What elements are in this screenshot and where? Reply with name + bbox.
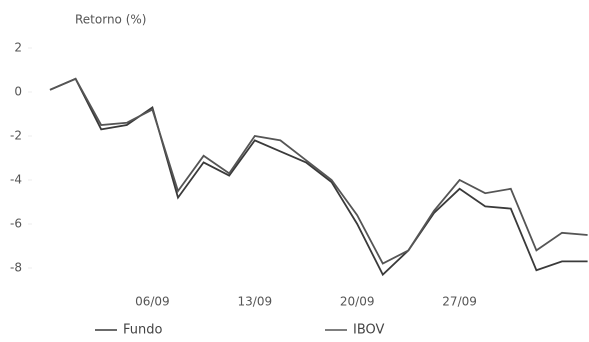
x-tick-label: 06/09 <box>135 295 170 309</box>
y-tick-label: -4 <box>10 173 22 187</box>
legend-label: IBOV <box>353 323 385 338</box>
legend-label: Fundo <box>123 323 162 338</box>
y-tick-label: -8 <box>10 261 22 275</box>
y-axis-label: Retorno (%) <box>75 13 146 27</box>
series-line <box>49 77 588 277</box>
series-line <box>49 77 588 265</box>
y-tick-label: 2 <box>14 41 22 55</box>
y-tick-label: -2 <box>10 129 22 143</box>
y-tick-label: -6 <box>10 217 22 231</box>
x-tick-label: 20/09 <box>340 295 375 309</box>
x-tick-label: 27/09 <box>442 295 477 309</box>
x-tick-label: 13/09 <box>238 295 273 309</box>
y-tick-label: 0 <box>14 85 22 99</box>
